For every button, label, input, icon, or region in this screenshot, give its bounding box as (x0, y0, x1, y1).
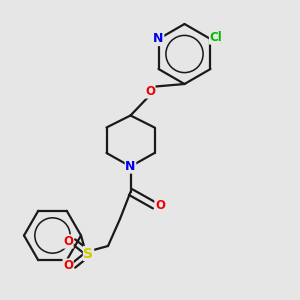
Text: O: O (155, 199, 165, 212)
Text: O: O (145, 85, 155, 98)
Text: Cl: Cl (209, 31, 222, 44)
Text: O: O (63, 235, 73, 248)
Text: N: N (125, 160, 136, 173)
Text: N: N (153, 32, 164, 46)
Text: O: O (63, 259, 73, 272)
Text: S: S (83, 247, 94, 260)
